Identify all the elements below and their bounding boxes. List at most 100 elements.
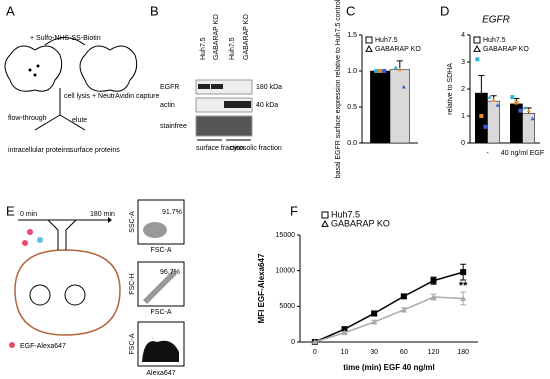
panel-letter: D <box>440 3 449 18</box>
population <box>143 222 167 238</box>
blot <box>195 115 253 137</box>
x-tick-label: 60 <box>400 349 408 356</box>
population <box>143 270 177 304</box>
panel-letter: C <box>346 3 355 18</box>
legend-marker <box>365 36 373 44</box>
data-point <box>460 269 467 276</box>
panel-letter: E <box>6 203 15 218</box>
line <box>314 296 464 343</box>
x-tick-label: 30 <box>370 349 378 356</box>
y-tick-label: 0.0 <box>347 140 357 147</box>
reagent: + Sulfo-NHS-SS-Biotin <box>30 35 101 42</box>
lane: GABARAP KO <box>243 14 250 60</box>
y-tick-label: 5000 <box>279 303 295 310</box>
branch: elute <box>72 117 87 124</box>
panel-letter: B <box>150 3 159 18</box>
axis-label: FSC-A <box>151 247 172 254</box>
data-point <box>371 310 378 317</box>
data-point <box>378 69 383 73</box>
axis-label: Alexa647 <box>146 370 175 377</box>
axis-label: FSC-A <box>151 309 172 316</box>
panel-letter: A <box>6 3 15 18</box>
fraction: surface fraction <box>196 145 244 152</box>
data-point <box>522 105 527 110</box>
cell <box>14 249 121 336</box>
x-tick-label: 180 <box>457 349 469 356</box>
bar <box>370 70 391 144</box>
flow-plot <box>137 199 185 245</box>
x-tick-label: 10 <box>341 349 349 356</box>
band <box>211 84 223 89</box>
receptor <box>47 219 77 250</box>
y-tick-label: 0 <box>291 339 295 346</box>
protein <box>33 73 37 77</box>
y-axis-label: MFI EGF-Alexa647 <box>257 253 266 323</box>
data-point <box>371 319 378 325</box>
data-point <box>430 277 437 284</box>
result: surface proteins <box>70 147 120 154</box>
arrow-head <box>108 217 112 223</box>
panel-letter: F <box>290 203 298 218</box>
annotation: ** <box>459 280 468 292</box>
flow-plot <box>137 321 185 367</box>
endosome <box>64 284 86 306</box>
population <box>142 340 179 362</box>
data-point <box>382 69 387 73</box>
ligand <box>27 229 33 235</box>
y-tick-label: 1.0 <box>347 68 357 75</box>
data-point <box>430 294 437 300</box>
data-point <box>341 329 348 336</box>
y-tick-label: 0 <box>461 140 465 147</box>
cell <box>4 45 63 92</box>
data-point <box>518 108 523 113</box>
data-point <box>479 114 484 118</box>
protein <box>36 64 40 68</box>
cell <box>79 45 138 92</box>
chart-title: EGFR <box>482 15 510 26</box>
x-tick-label: - <box>486 150 489 157</box>
blot <box>195 79 253 95</box>
arrow <box>34 114 61 131</box>
legend-label: GABARAP KO <box>375 46 421 53</box>
y-tick-label: 1.5 <box>347 32 357 39</box>
x-tick-label: 0 <box>313 349 317 356</box>
y-tick-label: 10000 <box>276 268 296 275</box>
arrow <box>44 37 86 46</box>
data-point <box>530 116 535 121</box>
time-end: 180 min <box>90 211 115 218</box>
legend-marker <box>365 44 373 52</box>
data-point <box>487 95 492 99</box>
lane: Huh7.5 <box>200 37 207 60</box>
time-start: 0 min <box>20 211 37 218</box>
y-tick-label: 3 <box>461 59 465 66</box>
data-point <box>495 103 500 107</box>
data-point <box>475 57 480 62</box>
row-label: actin <box>160 102 175 109</box>
line <box>314 271 464 343</box>
size: 180 kDa <box>256 84 282 91</box>
lane: Huh7.5 <box>229 37 236 60</box>
protein <box>28 68 32 72</box>
legend-label: Huh7.5 <box>375 37 398 44</box>
error-bar <box>478 75 485 94</box>
ligand <box>22 240 28 246</box>
data-point <box>400 293 407 300</box>
ligand <box>37 237 43 243</box>
band <box>224 101 251 108</box>
size: 40 kDa <box>256 102 278 109</box>
band <box>198 84 210 89</box>
legend-marker <box>473 44 481 52</box>
row-label: stainfree <box>160 123 187 130</box>
legend-label: GABARAP KO <box>483 46 529 53</box>
x-tick-label: 40 ng/ml EGF <box>501 150 544 157</box>
branch: flow-through <box>8 115 47 122</box>
data-point <box>510 95 515 100</box>
data-point <box>341 326 348 333</box>
flow-plot <box>137 261 185 307</box>
y-tick-label: 1 <box>461 113 465 120</box>
step: cell lysis + NeutrAvidin capture <box>64 93 159 100</box>
reagent: EGF-Alexa647 <box>20 343 66 350</box>
legend-label: Huh7.5 <box>331 209 360 219</box>
